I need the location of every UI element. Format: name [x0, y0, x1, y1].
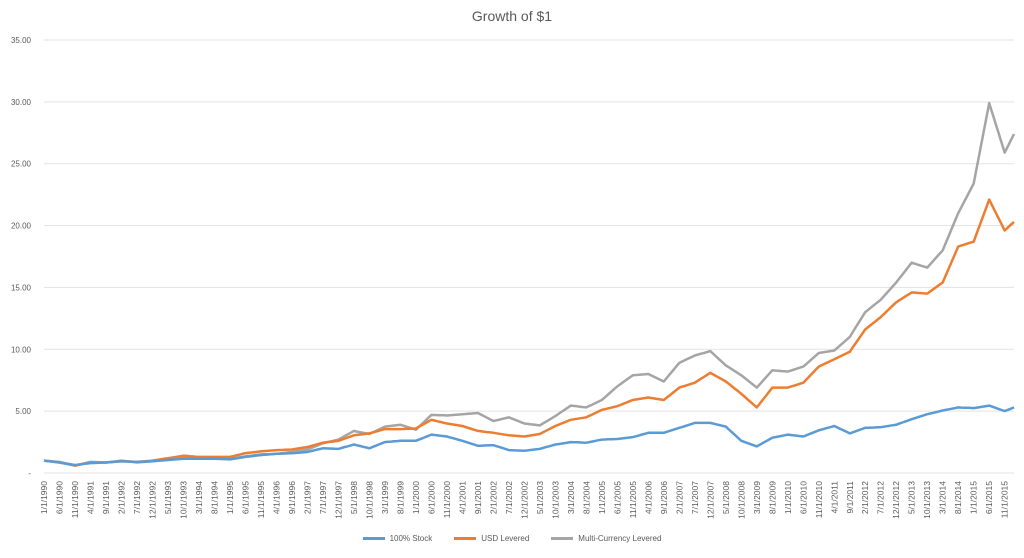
x-tick-label: 8/1/1994: [209, 481, 219, 514]
x-tick-label: 9/1/2006: [659, 481, 669, 514]
x-tick-label: 4/1/1996: [271, 481, 281, 514]
x-tick-label: 6/1/2015: [984, 481, 994, 514]
x-tick-label: 6/1/2000: [426, 481, 436, 514]
x-tick-label: 4/1/1991: [85, 481, 95, 514]
x-tick-label: 11/1/1995: [256, 481, 266, 518]
legend-item: USD Levered: [454, 534, 529, 543]
x-tick-label: 5/1/2013: [907, 481, 917, 514]
chart-title: Growth of $1: [471, 8, 553, 24]
x-tick-label: 10/1/1993: [178, 481, 188, 519]
x-tick-label: 11/1/2005: [628, 481, 638, 518]
x-tick-label: 3/1/1994: [194, 481, 204, 514]
series-line-usd-levered: [43, 198, 1015, 467]
x-tick-label: 4/1/2006: [643, 481, 653, 514]
legend-label: 100% Stock: [389, 534, 433, 543]
grid-lines: [44, 39, 1014, 474]
x-tick-label: 8/1/2004: [581, 481, 591, 514]
x-tick-label: 12/1/2002: [519, 481, 529, 519]
x-tick-label: 9/1/1996: [287, 481, 297, 514]
x-tick-label: 1/1/1990: [39, 481, 49, 514]
x-tick-label: 1/1/1995: [225, 481, 235, 514]
x-tick-label: 3/1/2014: [938, 481, 948, 514]
y-axis: - 5.00 10.00 15.00 20.00 25.00 30.00 35.00: [11, 36, 32, 478]
x-tick-label: 12/1/1992: [147, 481, 157, 519]
x-tick-label: 8/1/2014: [953, 481, 963, 514]
x-tick-label: 3/1/1999: [380, 481, 390, 514]
x-tick-label: 7/1/2012: [876, 481, 886, 514]
x-tick-label: 2/1/2007: [674, 481, 684, 514]
x-tick-label: 3/1/2009: [752, 481, 762, 514]
x-tick-label: 9/1/2011: [845, 481, 855, 514]
x-tick-label: 2/1/1997: [302, 481, 312, 514]
x-tick-label: 6/1/2005: [612, 481, 622, 514]
x-tick-label: 9/1/2001: [473, 481, 483, 514]
x-tick-label: 1/1/2000: [411, 481, 421, 514]
legend-swatch: [362, 537, 385, 540]
x-tick-label: 1/1/2015: [969, 481, 979, 514]
legend-swatch: [551, 537, 574, 540]
series-line-100-stock: [43, 404, 1015, 467]
x-tick-label: 9/1/1991: [101, 481, 111, 514]
x-tick-label: 10/1/2013: [922, 481, 932, 519]
x-tick-label: 2/1/2002: [488, 481, 498, 514]
x-tick-label: 12/1/2012: [891, 481, 901, 519]
x-tick-label: 1/1/2005: [597, 481, 607, 514]
y-tick-label: 25.00: [11, 160, 32, 169]
x-tick-label: 6/1/1995: [240, 481, 250, 514]
x-tick-label: 6/1/2010: [798, 481, 808, 514]
y-tick-label: 10.00: [11, 345, 32, 354]
legend-item: Multi-Currency Levered: [551, 534, 661, 543]
series-lines: [43, 101, 1016, 467]
y-tick-label: 20.00: [11, 222, 32, 231]
x-tick-label: 10/1/2008: [736, 481, 746, 519]
x-tick-label: 6/1/1990: [54, 481, 64, 514]
x-tick-label: 4/1/2001: [457, 481, 467, 514]
x-tick-label: 5/1/1993: [163, 481, 173, 514]
y-tick-label: 30.00: [11, 98, 32, 107]
x-tick-label: 5/1/1998: [349, 481, 359, 514]
y-tick-label: 35.00: [11, 36, 32, 45]
legend-label: Multi-Currency Levered: [578, 534, 662, 543]
x-tick-label: 5/1/2003: [535, 481, 545, 514]
y-tick-label: 15.00: [11, 283, 32, 292]
x-tick-label: 4/1/2011: [829, 481, 839, 514]
x-tick-label: 5/1/2008: [721, 481, 731, 514]
x-tick-label: 8/1/2009: [767, 481, 777, 514]
x-tick-label: 7/1/1997: [318, 481, 328, 514]
x-tick-label: 7/1/1992: [132, 481, 142, 514]
y-tick-label: 5.00: [15, 407, 31, 416]
x-tick-label: 12/1/1997: [333, 481, 343, 519]
x-tick-label: 10/1/1998: [364, 481, 374, 519]
x-tick-label: 11/1/1990: [70, 481, 80, 518]
x-tick-label: 7/1/2002: [504, 481, 514, 514]
x-tick-label: 8/1/1999: [395, 481, 405, 514]
x-axis: 1/1/1990 6/1/1990 11/1/1990 4/1/1991 9/1/199…: [39, 481, 1010, 519]
x-tick-label: 3/1/2004: [566, 481, 576, 514]
x-tick-label: 12/1/2007: [705, 481, 715, 519]
x-tick-label: 11/1/2000: [442, 481, 452, 518]
y-tick-label: -: [28, 469, 31, 478]
x-tick-label: 11/1/2010: [814, 481, 824, 518]
legend-item: 100% Stock: [362, 534, 433, 543]
legend-swatch: [454, 537, 477, 540]
x-tick-label: 2/1/2012: [860, 481, 870, 514]
legend-label: USD Levered: [481, 534, 530, 543]
x-tick-label: 2/1/1992: [116, 481, 126, 514]
legend: 100% Stock USD Levered Multi-Currency Leve…: [0, 534, 1024, 543]
x-tick-label: 7/1/2007: [690, 481, 700, 514]
x-tick-label: 11/1/2015: [1000, 481, 1010, 518]
x-tick-label: 10/1/2003: [550, 481, 560, 519]
x-tick-label: 1/1/2010: [783, 481, 793, 514]
